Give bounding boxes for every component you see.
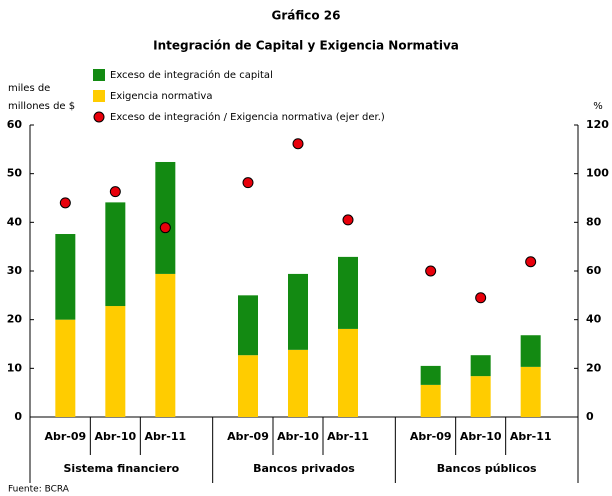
y-tick-label: 30: [7, 264, 23, 277]
chart-subtitle: Integración de Capital y Exigencia Norma…: [153, 39, 459, 53]
bar-segment: [288, 273, 308, 350]
scatter-point: [342, 214, 354, 226]
scatter-point: [109, 186, 121, 198]
legend-label: Exigencia normativa: [110, 91, 212, 102]
y2-tick-label: 0: [586, 410, 594, 423]
bar-segment: [155, 273, 176, 417]
bar-segment: [288, 349, 308, 417]
legend-marker: [93, 69, 105, 81]
bar-segment: [338, 328, 358, 417]
bar-segment: [105, 202, 126, 307]
scatter-point: [475, 292, 487, 304]
bar-segment: [420, 365, 441, 385]
y-tick-label: 20: [7, 313, 23, 326]
legend-label: Exceso de integración / Exigencia normat…: [110, 111, 385, 123]
x-tick-label: Abr-09: [44, 430, 86, 443]
x-tick-label: Abr-10: [277, 430, 319, 443]
bar-segment: [520, 366, 541, 417]
scatter-point: [525, 256, 537, 268]
bar-segment: [420, 384, 441, 417]
group-label: Bancos públicos: [437, 462, 537, 475]
y-tick-label: 40: [7, 215, 23, 228]
bar-segment: [470, 376, 491, 417]
y-axis-label: miles de: [8, 83, 50, 94]
x-tick-label: Abr-11: [327, 430, 369, 443]
y2-tick-label: 80: [586, 215, 602, 228]
y2-tick-label: 60: [586, 264, 602, 277]
y2-tick-label: 120: [586, 118, 609, 131]
y-tick-label: 50: [7, 167, 23, 180]
y2-axis-label: %: [593, 101, 603, 112]
bar-segment: [520, 335, 541, 367]
source: Fuente: BCRA: [8, 485, 70, 495]
y-tick-label: 60: [7, 118, 23, 131]
scatter-point: [59, 197, 71, 209]
bar-segment: [155, 161, 176, 274]
bar-segment: [238, 355, 258, 417]
legend-marker: [93, 111, 105, 123]
y2-tick-label: 100: [586, 167, 609, 180]
bar-segment: [55, 319, 76, 417]
bar-segment: [470, 355, 491, 377]
y2-tick-label: 20: [586, 361, 602, 374]
group-label: Sistema financiero: [64, 462, 180, 475]
scatter-point: [292, 138, 304, 150]
y-tick-label: 0: [14, 410, 22, 423]
scatter-point: [159, 222, 171, 234]
chart-title: Gráfico 26: [272, 9, 341, 23]
x-tick-label: Abr-09: [410, 430, 452, 443]
y-tick-label: 10: [7, 361, 23, 374]
legend-marker: [93, 90, 105, 102]
bar-segment: [238, 295, 258, 356]
x-tick-label: Abr-11: [144, 430, 186, 443]
x-tick-label: Abr-10: [94, 430, 136, 443]
group-label: Bancos privados: [253, 462, 355, 475]
bar-segment: [338, 256, 358, 329]
scatter-point: [242, 177, 254, 189]
x-tick-label: Abr-11: [510, 430, 552, 443]
y2-tick-label: 40: [586, 313, 602, 326]
bar-segment: [105, 306, 126, 417]
x-tick-label: Abr-09: [227, 430, 269, 443]
x-tick-label: Abr-10: [460, 430, 502, 443]
y-axis-label: millones de $: [8, 101, 75, 112]
legend-label: Exceso de integración de capital: [110, 69, 273, 81]
bar-segment: [55, 234, 76, 320]
scatter-point: [425, 265, 437, 277]
